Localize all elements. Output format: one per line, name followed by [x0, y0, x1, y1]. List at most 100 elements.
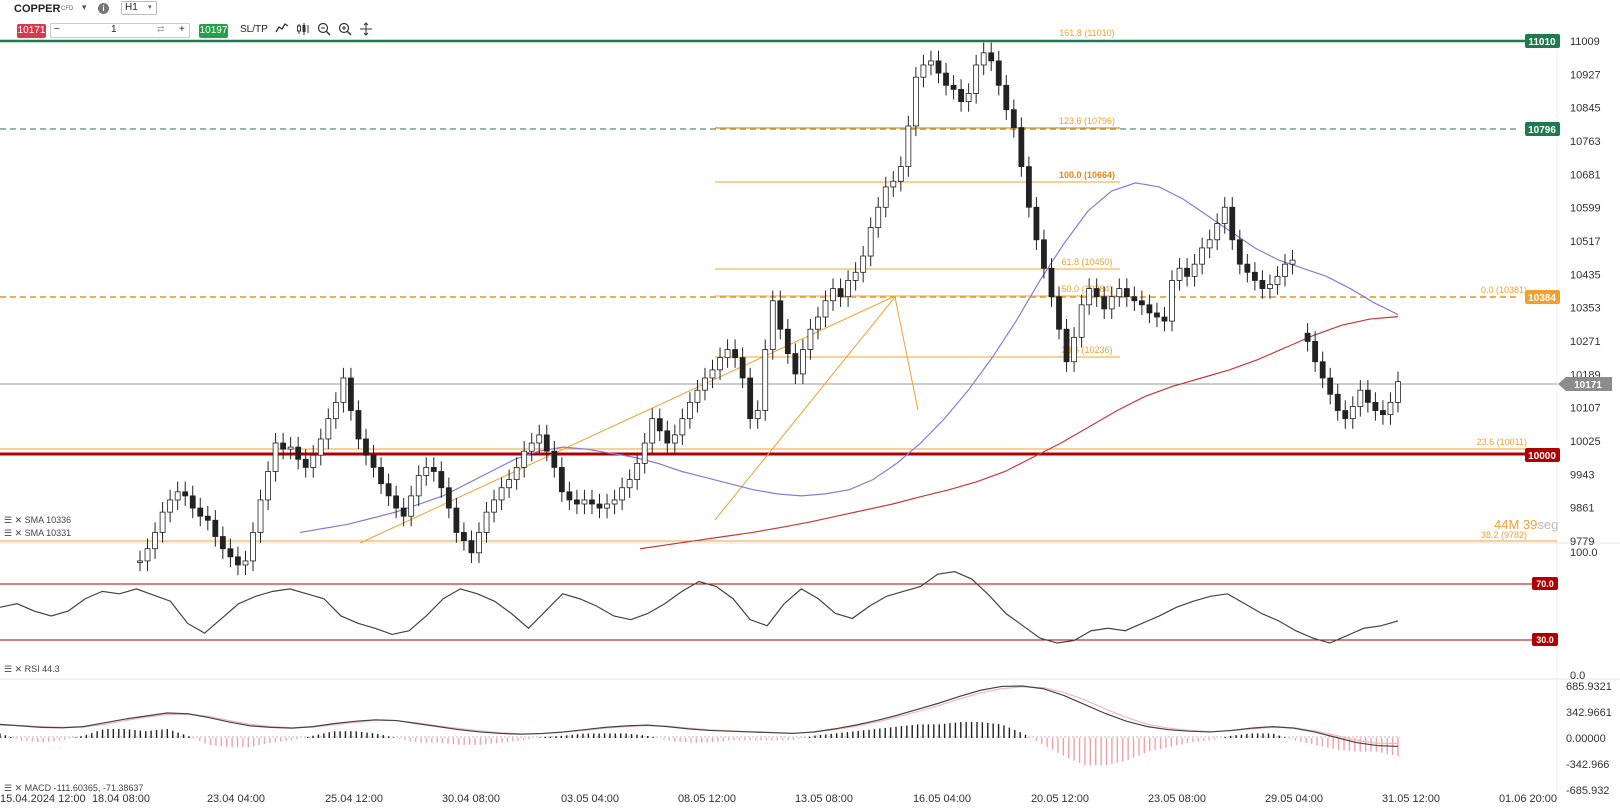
quantity-value[interactable]: 1: [111, 24, 117, 35]
symbol-name[interactable]: COPPER: [14, 3, 61, 15]
zoom-out-icon[interactable]: [316, 22, 332, 38]
info-icon[interactable]: i: [98, 3, 109, 14]
candle-body: [656, 418, 663, 432]
candle-body: [943, 72, 949, 86]
candle-body: [988, 52, 995, 62]
candle-body: [897, 166, 904, 182]
candle-body: [182, 491, 189, 497]
candle-body: [1267, 284, 1273, 289]
zoom-in-icon[interactable]: [337, 22, 353, 38]
candle-body: [197, 507, 204, 517]
tag-10000: [1525, 448, 1560, 462]
time-tick-label: 31.05 12:00: [1382, 793, 1440, 805]
candle-body: [589, 499, 595, 505]
candle-body: [574, 499, 580, 505]
close-icon[interactable]: ✕: [14, 515, 23, 525]
candle-body: [762, 349, 769, 411]
candle-body: [1380, 410, 1386, 415]
price-tick-label: 10763: [1570, 136, 1601, 148]
candle-body: [521, 450, 528, 468]
candle-body: [543, 434, 550, 452]
sma-legend-2[interactable]: ☰ ✕ SMA 10331: [4, 528, 71, 539]
price-tick-label: 10107: [1570, 403, 1601, 415]
candle-body: [1259, 280, 1266, 289]
sma-legend-1[interactable]: ☰ ✕ SMA 10336: [4, 515, 71, 526]
candle-body: [890, 180, 897, 188]
increase-quantity-button[interactable]: +: [179, 24, 185, 35]
macd-legend[interactable]: ☰ ✕ MACD -111.60365, -71.38637: [4, 783, 143, 794]
candle-body: [280, 442, 287, 450]
candle-body: [1289, 259, 1296, 265]
rsi-axis: 100.0 0.0: [1570, 547, 1598, 682]
price-axis[interactable]: 11009 10927 10845 10763 10681 10599 10517 10435…: [1570, 36, 1601, 548]
candle-body: [250, 532, 256, 562]
list-icon[interactable]: ☰: [4, 515, 13, 525]
candle-body: [1274, 275, 1281, 285]
sltp-button[interactable]: SL/TP: [240, 24, 268, 35]
price-tags: 11010 10796 10384 10171 10000 70.0 30.0: [1525, 34, 1612, 646]
candle-body: [219, 536, 226, 550]
candle-body: [152, 532, 158, 550]
close-icon[interactable]: ✕: [14, 528, 23, 538]
candle-body: [958, 88, 964, 102]
candle-body: [528, 442, 535, 452]
close-icon[interactable]: ✕: [14, 664, 23, 674]
buy-button[interactable]: 10197: [199, 24, 228, 38]
candle-body: [1229, 206, 1236, 241]
candle-body: [905, 125, 912, 168]
candle-body: [1364, 389, 1371, 403]
candle-body: [1169, 280, 1175, 322]
candle-body: [596, 503, 603, 509]
close-icon[interactable]: ✕: [14, 783, 23, 793]
candle-body: [1063, 328, 1070, 363]
swap-icon[interactable]: ⇄: [157, 24, 165, 34]
indicators-icon[interactable]: [295, 22, 311, 38]
timeframe-select[interactable]: H1: [121, 1, 157, 15]
sell-button[interactable]: 10171: [17, 24, 46, 38]
line-chart-icon[interactable]: [274, 22, 290, 38]
decrease-quantity-button[interactable]: −: [54, 24, 60, 35]
quantity-stepper[interactable]: − 1 ⇄ +: [50, 23, 190, 38]
candle-body: [1184, 267, 1190, 277]
sma-legend-1-text: SMA 10336: [24, 515, 72, 525]
candle-body: [1048, 267, 1055, 298]
candle-body: [792, 353, 799, 375]
rsi-tick-label: 0.0: [1570, 670, 1585, 682]
rsi-tag-70: [1532, 577, 1558, 590]
trend-line[interactable]: [359, 295, 896, 544]
candle-body: [302, 458, 309, 468]
candle-body: [965, 93, 972, 102]
current-price-tag-text: 10171: [1574, 380, 1602, 391]
candle-body: [935, 60, 942, 74]
candle-body: [1372, 401, 1379, 411]
time-tick-label: 13.05 08:00: [795, 793, 853, 805]
drawing-levels[interactable]: 161.8 (11010) 123.6 (10796) 100.0 (10664…: [0, 28, 1557, 738]
price-tick-label: 9943: [1570, 469, 1594, 481]
crosshair-icon[interactable]: [358, 22, 374, 38]
list-icon[interactable]: ☰: [4, 664, 13, 674]
candle-body: [1161, 316, 1168, 322]
candle-body: [732, 349, 739, 359]
rsi-tag-70-text: 70.0: [1536, 579, 1554, 589]
macd-tick-label: 685.9321: [1566, 681, 1612, 693]
fib-anchor-lines[interactable]: [714, 295, 919, 521]
list-icon[interactable]: ☰: [4, 528, 13, 538]
candle-body: [393, 495, 400, 509]
candle-body: [920, 64, 927, 78]
list-icon[interactable]: ☰: [4, 783, 13, 793]
candle-body: [483, 511, 490, 533]
candle-body: [679, 418, 686, 436]
time-axis[interactable]: 15.04.2024 12:00 18.04 08:00 23.04 04:00 25…: [0, 793, 1557, 805]
candle-body: [310, 454, 317, 468]
price-tick-label: 10927: [1570, 69, 1601, 81]
rsi-legend[interactable]: ☰ ✕ RSI 44.3: [4, 664, 60, 675]
symbol-dropdown-chevron-icon[interactable]: ▾: [82, 2, 87, 12]
candle-body: [1199, 247, 1206, 265]
sma-layer: [299, 182, 1399, 550]
rsi-line: [0, 571, 1399, 644]
timeframe-chevron-icon[interactable]: ▾: [148, 4, 152, 11]
candle-body: [317, 438, 324, 456]
candle-body: [1327, 377, 1334, 395]
candle-body: [799, 349, 806, 375]
